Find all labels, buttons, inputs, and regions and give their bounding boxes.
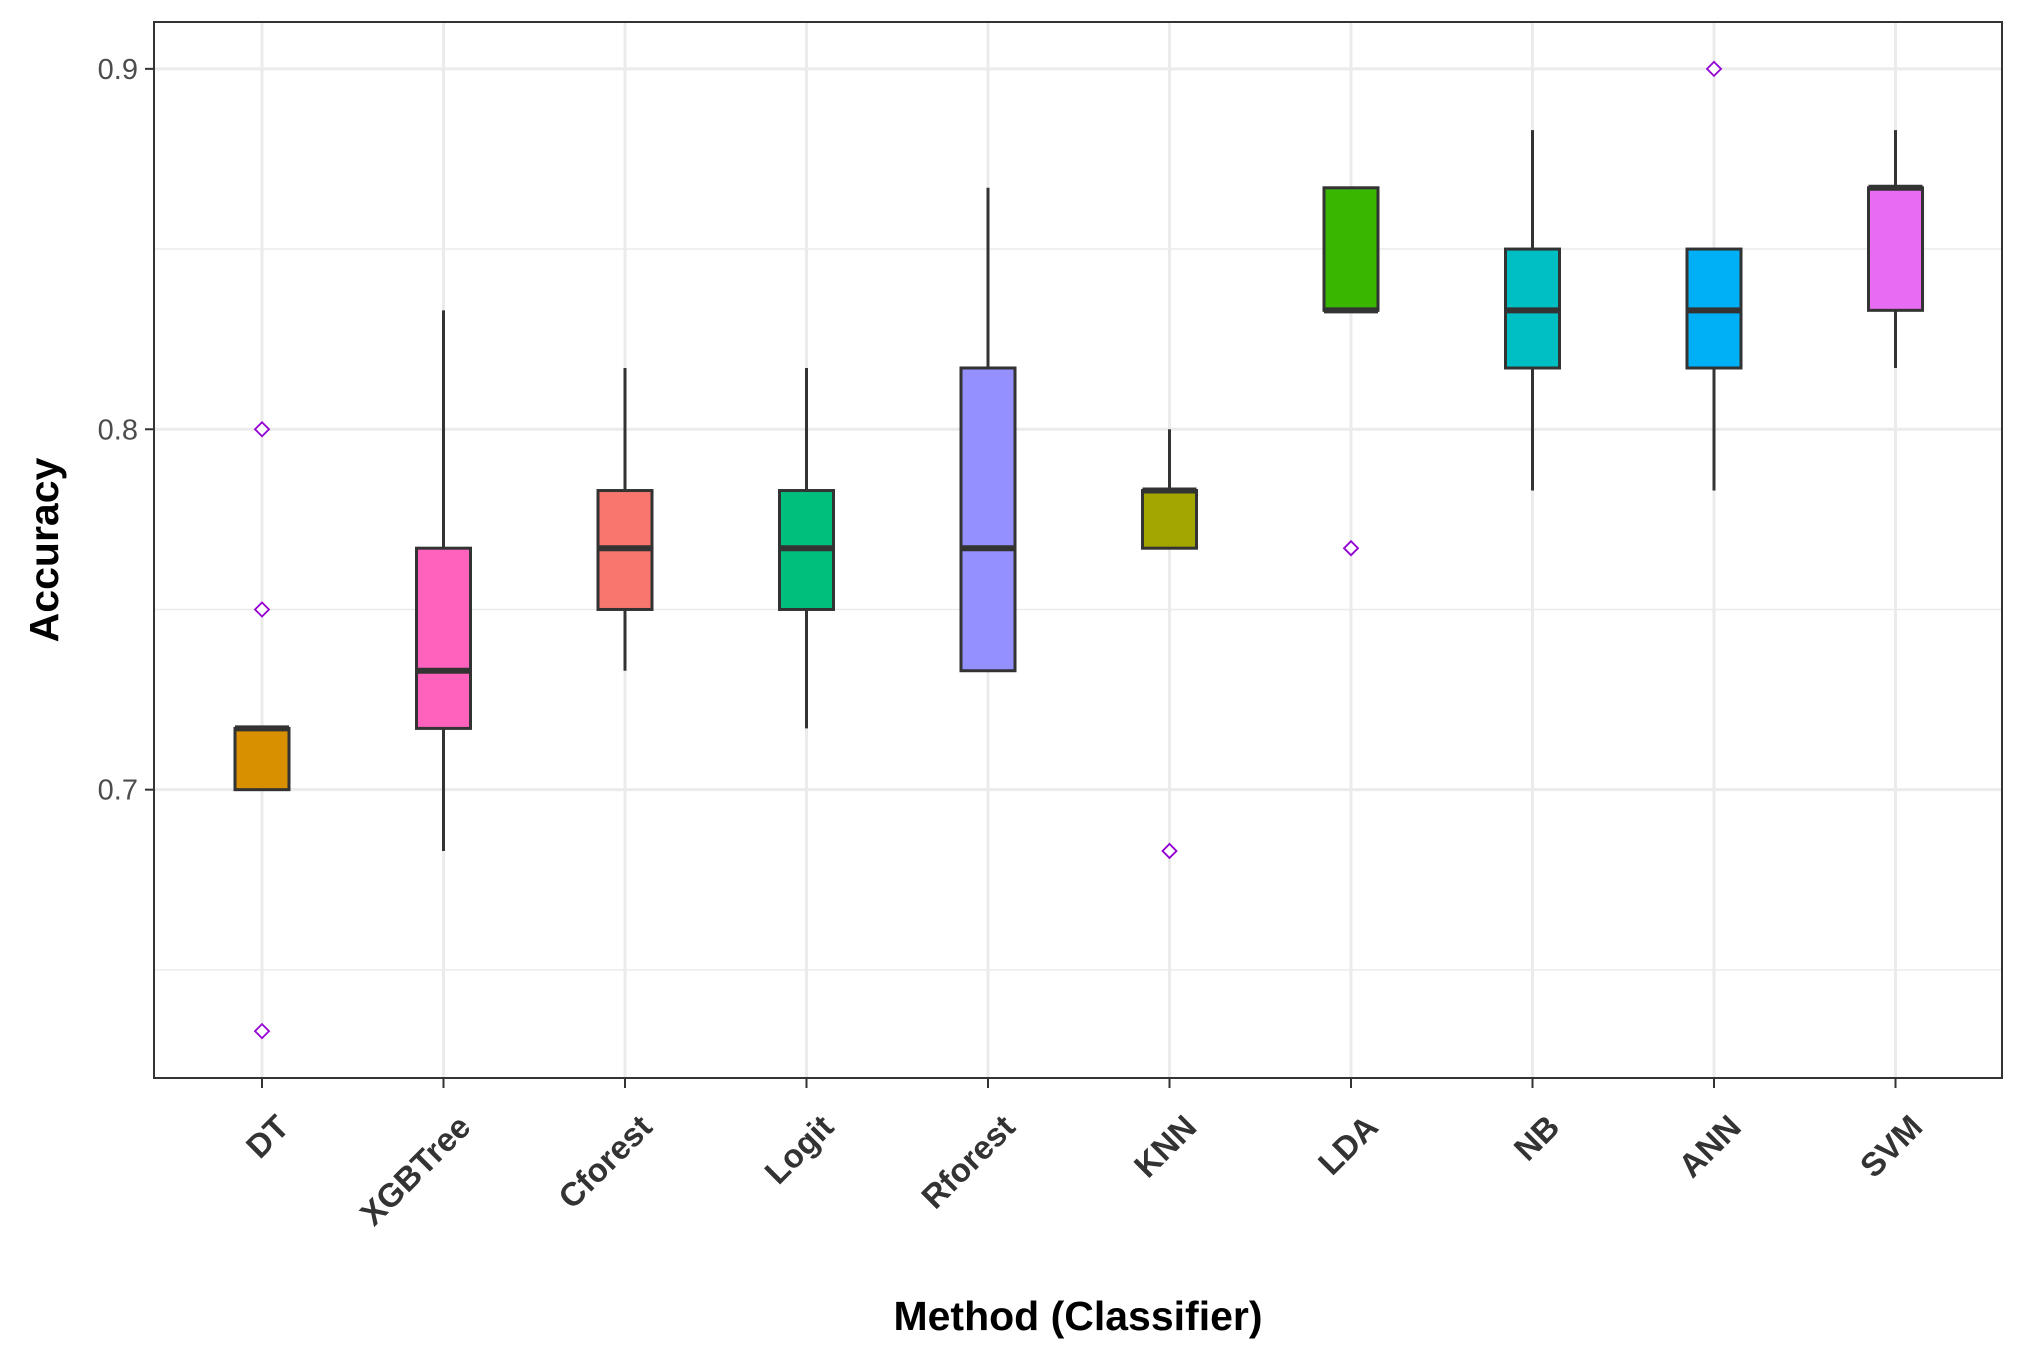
- outlier-point: [1342, 539, 1360, 557]
- box-ann: [1685, 247, 1743, 491]
- box-knn: [1141, 429, 1198, 550]
- outlier-point: [1161, 842, 1178, 860]
- x-tick-label: XGBTree: [353, 1108, 478, 1233]
- y-tick-label: 0.7: [98, 775, 138, 807]
- x-tick-label: LDA: [1311, 1108, 1385, 1182]
- box-nb: [1504, 130, 1561, 491]
- outlier-point: [253, 420, 271, 438]
- panel-border: [153, 21, 2003, 1079]
- box-body: [1322, 186, 1380, 312]
- x-tick-label: NB: [1507, 1108, 1567, 1168]
- box-series: [233, 130, 1924, 851]
- x-axis: DT XGBTree Cforest Logit Rforest KNN LDA NB ANN S…: [239, 1078, 1930, 1233]
- box-dt: [233, 725, 291, 792]
- box-body: [959, 366, 1017, 673]
- x-tick-label: Rforest: [914, 1108, 1022, 1216]
- x-axis-title: Method (Classifier): [893, 1293, 1262, 1339]
- box-cforest: [596, 367, 654, 671]
- box-body: [415, 546, 472, 730]
- box-svm: [1867, 130, 1924, 368]
- x-tick-label: SVM: [1853, 1108, 1930, 1185]
- box-body: [233, 726, 291, 792]
- box-xgbtree: [415, 310, 472, 851]
- box-body: [1141, 489, 1198, 550]
- y-tick-label: 0.8: [98, 414, 138, 446]
- outlier-points: [253, 60, 1723, 1040]
- y-axis-title: Accuracy: [21, 457, 67, 642]
- y-tick-label: 0.9: [98, 54, 138, 86]
- x-tick-label: DT: [239, 1108, 296, 1165]
- box-logit: [778, 367, 835, 729]
- y-axis: 0.7 0.8 0.9: [98, 54, 154, 807]
- box-rforest: [959, 187, 1017, 673]
- outlier-point: [253, 601, 271, 618]
- x-tick-label: Logit: [757, 1108, 840, 1191]
- outlier-point: [253, 1022, 271, 1040]
- x-tick-label: KNN: [1127, 1108, 1204, 1185]
- box-body: [1867, 186, 1924, 312]
- x-tick-label: ANN: [1671, 1108, 1748, 1185]
- x-tick-label: Cforest: [551, 1108, 659, 1216]
- box-lda: [1322, 186, 1380, 314]
- outlier-point: [1705, 60, 1723, 78]
